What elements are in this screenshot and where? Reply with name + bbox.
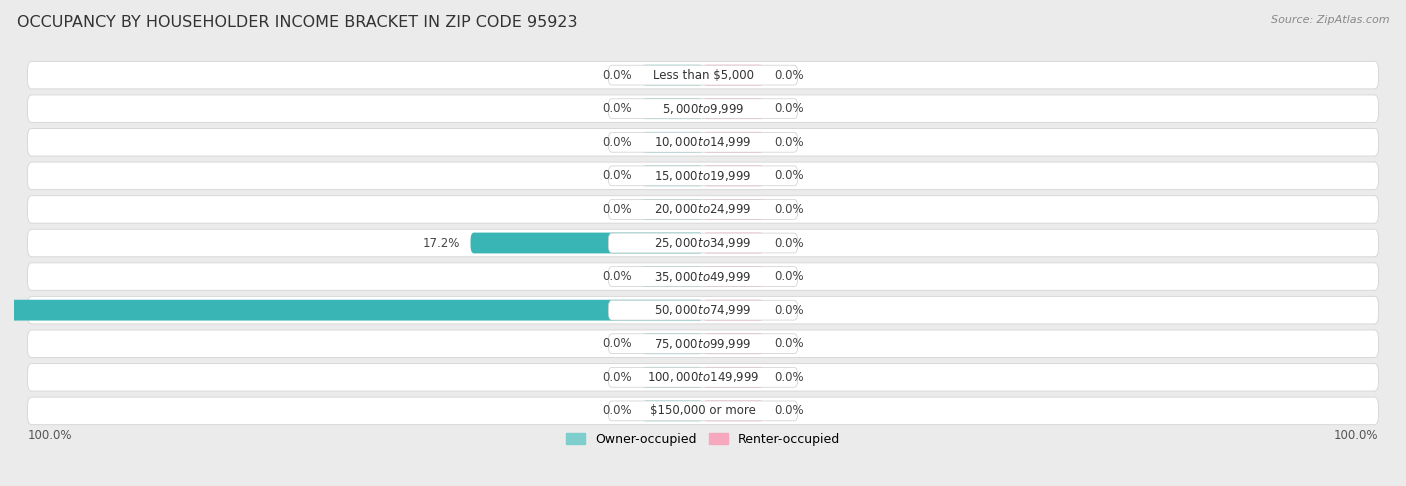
Text: 0.0%: 0.0% [775,371,804,384]
FancyBboxPatch shape [28,128,1378,156]
FancyBboxPatch shape [643,400,703,421]
FancyBboxPatch shape [643,98,703,119]
Text: 0.0%: 0.0% [775,237,804,249]
Text: Source: ZipAtlas.com: Source: ZipAtlas.com [1271,15,1389,25]
Text: $75,000 to $99,999: $75,000 to $99,999 [654,337,752,351]
Text: 17.2%: 17.2% [422,237,460,249]
FancyBboxPatch shape [703,165,763,186]
Legend: Owner-occupied, Renter-occupied: Owner-occupied, Renter-occupied [561,428,845,451]
Text: 0.0%: 0.0% [775,270,804,283]
Text: $150,000 or more: $150,000 or more [650,404,756,417]
FancyBboxPatch shape [609,166,797,186]
Text: 100.0%: 100.0% [1334,429,1378,442]
FancyBboxPatch shape [609,367,797,387]
Text: 100.0%: 100.0% [28,429,72,442]
Text: 0.0%: 0.0% [775,337,804,350]
FancyBboxPatch shape [28,397,1378,425]
FancyBboxPatch shape [703,65,763,86]
FancyBboxPatch shape [28,263,1378,290]
FancyBboxPatch shape [28,330,1378,358]
FancyBboxPatch shape [703,400,763,421]
FancyBboxPatch shape [609,65,797,85]
Text: 0.0%: 0.0% [602,169,631,182]
FancyBboxPatch shape [703,266,763,287]
Text: Less than $5,000: Less than $5,000 [652,69,754,82]
FancyBboxPatch shape [28,196,1378,223]
FancyBboxPatch shape [28,364,1378,391]
Text: $20,000 to $24,999: $20,000 to $24,999 [654,203,752,216]
Text: 0.0%: 0.0% [775,404,804,417]
Text: 0.0%: 0.0% [775,69,804,82]
Text: 0.0%: 0.0% [602,203,631,216]
FancyBboxPatch shape [28,229,1378,257]
FancyBboxPatch shape [643,333,703,354]
FancyBboxPatch shape [28,61,1378,89]
Text: $25,000 to $34,999: $25,000 to $34,999 [654,236,752,250]
FancyBboxPatch shape [703,333,763,354]
FancyBboxPatch shape [703,132,763,153]
FancyBboxPatch shape [643,165,703,186]
Text: 0.0%: 0.0% [602,404,631,417]
FancyBboxPatch shape [643,266,703,287]
Text: 0.0%: 0.0% [602,69,631,82]
FancyBboxPatch shape [643,132,703,153]
Text: $50,000 to $74,999: $50,000 to $74,999 [654,303,752,317]
FancyBboxPatch shape [28,296,1378,324]
Text: 0.0%: 0.0% [775,169,804,182]
Text: $10,000 to $14,999: $10,000 to $14,999 [654,135,752,149]
FancyBboxPatch shape [609,233,797,253]
FancyBboxPatch shape [0,300,703,321]
Text: 0.0%: 0.0% [775,304,804,317]
FancyBboxPatch shape [643,367,703,388]
FancyBboxPatch shape [703,199,763,220]
FancyBboxPatch shape [703,233,763,253]
FancyBboxPatch shape [703,300,763,321]
Text: $35,000 to $49,999: $35,000 to $49,999 [654,270,752,283]
FancyBboxPatch shape [609,267,797,286]
FancyBboxPatch shape [28,162,1378,190]
Text: 0.0%: 0.0% [775,203,804,216]
FancyBboxPatch shape [703,98,763,119]
FancyBboxPatch shape [609,200,797,219]
FancyBboxPatch shape [609,401,797,421]
FancyBboxPatch shape [703,367,763,388]
Text: 0.0%: 0.0% [775,136,804,149]
Text: $100,000 to $149,999: $100,000 to $149,999 [647,370,759,384]
FancyBboxPatch shape [609,99,797,119]
Text: 0.0%: 0.0% [602,270,631,283]
Text: $5,000 to $9,999: $5,000 to $9,999 [662,102,744,116]
Text: 0.0%: 0.0% [602,337,631,350]
Text: $15,000 to $19,999: $15,000 to $19,999 [654,169,752,183]
Text: 0.0%: 0.0% [602,102,631,115]
FancyBboxPatch shape [643,65,703,86]
Text: 0.0%: 0.0% [775,102,804,115]
Text: 0.0%: 0.0% [602,136,631,149]
FancyBboxPatch shape [609,132,797,152]
Text: 0.0%: 0.0% [602,371,631,384]
FancyBboxPatch shape [609,300,797,320]
FancyBboxPatch shape [28,95,1378,122]
FancyBboxPatch shape [643,199,703,220]
Text: OCCUPANCY BY HOUSEHOLDER INCOME BRACKET IN ZIP CODE 95923: OCCUPANCY BY HOUSEHOLDER INCOME BRACKET … [17,15,578,30]
FancyBboxPatch shape [609,334,797,354]
FancyBboxPatch shape [471,233,703,253]
